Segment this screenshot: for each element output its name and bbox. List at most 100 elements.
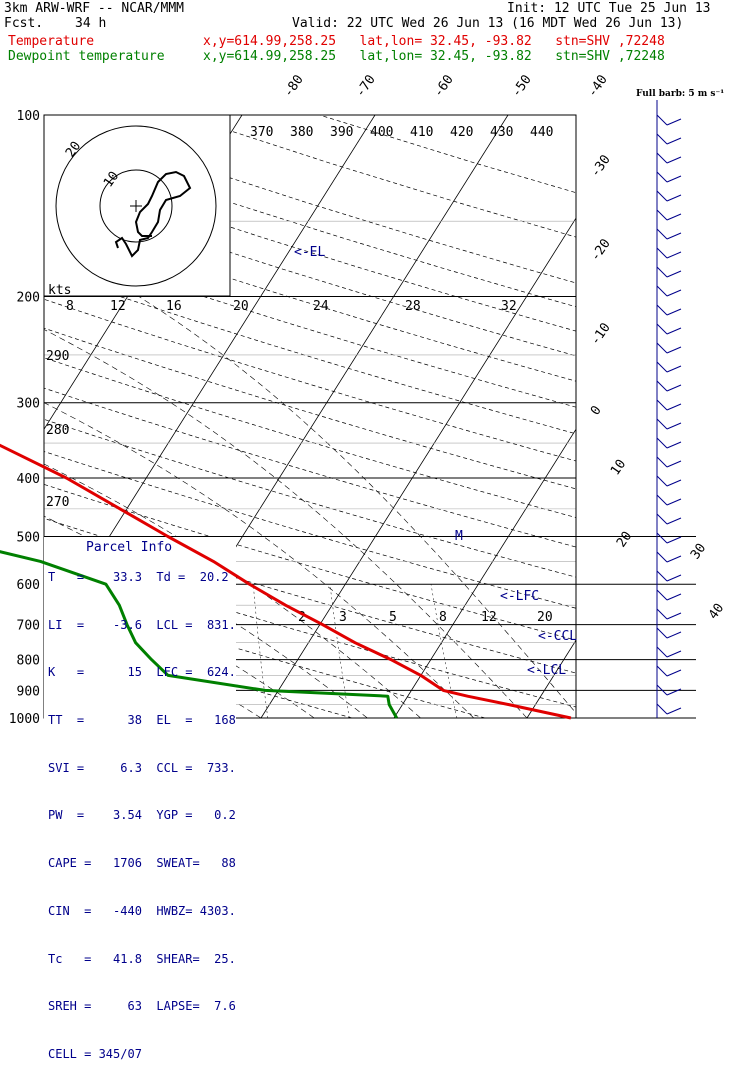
el-annotation: <-EL: [294, 245, 325, 260]
mixing-ratio-label: 5: [389, 610, 397, 625]
moist-adiabat: [138, 296, 576, 714]
temperature-line: [0, 443, 572, 720]
wind-barb: [666, 631, 682, 639]
wind-barb: [666, 270, 682, 278]
wind-barb: [666, 308, 682, 316]
isotherm-label: -80: [281, 72, 307, 100]
mixing-ratio-label: 8: [439, 610, 447, 625]
wind-barb-column: [656, 100, 682, 718]
isotherm-labels: -80 -70 -60 -50 -40 -30 -20 -10 0 10 20 30 40: [281, 72, 727, 622]
plot-frame: [43, 114, 577, 719]
wind-barb: [656, 646, 668, 658]
theta-label: 280: [46, 423, 69, 438]
wind-barb: [666, 536, 682, 544]
isotherm-label: 20: [614, 529, 635, 550]
wind-barb: [656, 456, 668, 468]
wind-barb: [656, 114, 668, 126]
hodo-ring-inner: [99, 169, 173, 243]
wind-barb: [656, 323, 668, 335]
isotherm-label: 30: [688, 541, 709, 562]
wind-barb: [656, 513, 668, 525]
wind-barb: [666, 232, 682, 240]
theta-e-label: 440: [530, 125, 553, 140]
pressure-label-300: 300: [17, 397, 40, 412]
wind-barb: [666, 441, 682, 449]
lfc-annotation: <-LFC: [500, 589, 539, 604]
pressure-labels: 100 200 300 400 500 600 700 800 900 1000: [9, 109, 40, 727]
wind-barb: [656, 247, 668, 259]
wind-barb: [656, 361, 668, 373]
hodo-speed-20: 20: [233, 299, 249, 314]
wind-barb: [666, 251, 682, 259]
mixing-ratio-label: 12: [481, 610, 497, 625]
parcel-row: K = 15 LFC = 624.: [48, 665, 236, 680]
wind-barb: [656, 133, 668, 145]
hodo-speed-28: 28: [405, 299, 421, 314]
wind-barb: [666, 498, 682, 506]
pressure-label-1000: 1000: [9, 712, 40, 727]
wind-barb: [666, 460, 682, 468]
mixing-ratio-label: 2: [298, 610, 306, 625]
parcel-row: CAPE = 1706 SWEAT= 88: [48, 856, 236, 871]
wind-barb: [656, 228, 668, 240]
wind-barb: [666, 346, 682, 354]
hodo-speed-12: 12: [110, 299, 126, 314]
wind-barb: [656, 304, 668, 316]
parcel-row: T = 33.3 Td = 20.2: [48, 569, 229, 584]
pressure-label-200: 200: [17, 291, 40, 306]
barb-scale-label: Full barb: 5 m s⁻¹: [636, 89, 724, 99]
wind-barb: [656, 152, 668, 164]
wind-barb: [666, 156, 682, 164]
parcel-row: CELL = 345/07: [48, 1047, 142, 1061]
parcel-row: SVI = 6.3 CCL = 733.: [48, 760, 236, 775]
parcel-info-title: Parcel Info: [86, 540, 173, 555]
moist-adiabat: [44, 515, 368, 719]
wind-barb: [656, 532, 668, 544]
wind-barb: [666, 118, 682, 126]
theta-e-label: 430: [490, 125, 513, 140]
wind-barb: [666, 517, 682, 525]
wind-barb: [656, 380, 668, 392]
theta-label: 290: [46, 349, 69, 364]
parcel-info-box: [44, 537, 236, 720]
mixing-ratio-label: 20: [537, 610, 553, 625]
pressure-label-500: 500: [17, 530, 40, 545]
dewpoint-location: x,y=614.99,258.25 lat,lon= 32.45, -93.82…: [203, 49, 665, 64]
temperature-location: x,y=614.99,258.25 lat,lon= 32.45, -93.82…: [203, 34, 665, 49]
wind-barb: [666, 650, 682, 658]
mixed-layer-marker: M: [455, 529, 463, 544]
parcel-row: LI = -3.6 LCL = 831.: [48, 617, 236, 632]
hodo-speed-8: 8: [66, 299, 74, 314]
wind-barb: [656, 437, 668, 449]
isotherm-label: 0: [588, 403, 605, 418]
isotherm-label: -60: [431, 72, 457, 100]
wind-barb: [656, 589, 668, 601]
wind-barb: [666, 175, 682, 183]
wind-barb: [656, 209, 668, 221]
hodo-speed-24: 24: [313, 299, 329, 314]
pressure-label-900: 900: [17, 684, 40, 699]
theta-e-label: 390: [330, 125, 353, 140]
wind-barb: [656, 342, 668, 354]
moist-adiabat: [44, 329, 528, 719]
isotherm-line: [660, 115, 740, 718]
wind-barb: [666, 194, 682, 202]
level-annotations: <-EL <-LFC <-CCL <-LCL M: [294, 245, 577, 678]
pressure-label-100: 100: [17, 109, 40, 124]
wind-barb: [656, 684, 668, 696]
theta-e-label: 370: [250, 125, 273, 140]
hodograph: 20 10: [43, 114, 231, 297]
wind-barb: [656, 665, 668, 677]
wind-barb: [656, 570, 668, 582]
isotherm-label: -20: [588, 236, 614, 264]
isotherm-label: -30: [588, 152, 614, 180]
init-time: Init: 12 UTC Tue 25 Jun 13: [507, 1, 711, 16]
isotherm-label: 40: [706, 601, 727, 622]
hodo-ring-label-10: 10: [101, 169, 122, 190]
pressure-label-400: 400: [17, 472, 40, 487]
wind-barb: [656, 627, 668, 639]
hodo-ring-label-20: 20: [63, 139, 84, 160]
mixing-ratio-line: [13, 584, 14, 718]
ccl-annotation: <-CCL: [538, 629, 577, 644]
